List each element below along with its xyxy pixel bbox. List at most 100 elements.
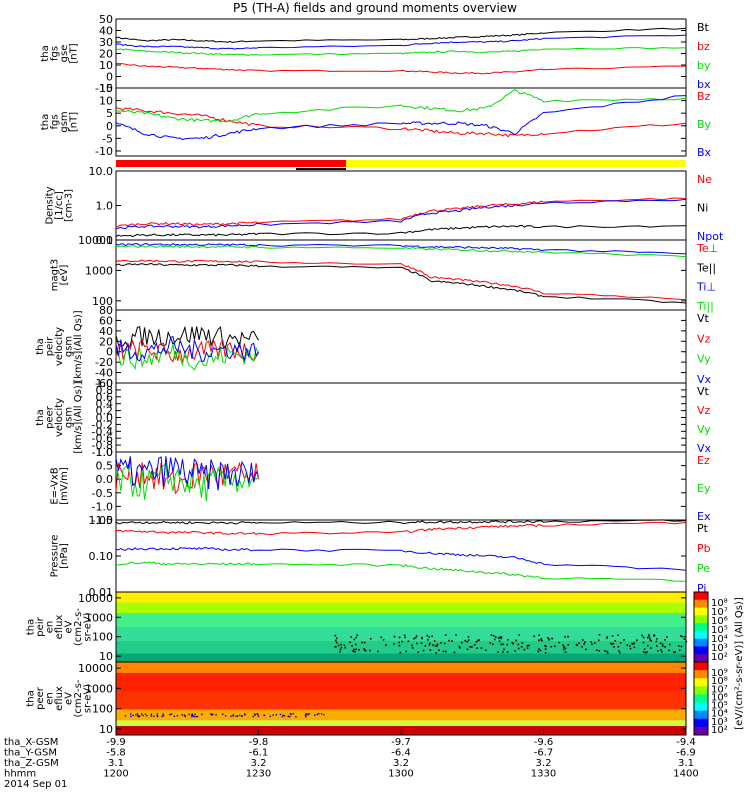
spectrogram-speck bbox=[350, 636, 353, 638]
spectrogram-speck bbox=[132, 714, 134, 717]
spectrogram-speck bbox=[254, 714, 256, 716]
y-axis-label-line: (cm2-s- bbox=[73, 679, 84, 717]
spectrogram-speck bbox=[507, 638, 509, 641]
y-tick-label: 100 bbox=[92, 295, 113, 308]
spectrogram-speck bbox=[653, 634, 656, 636]
y-axis-label-line: velocity bbox=[54, 327, 65, 366]
spectrogram-speck bbox=[612, 642, 614, 645]
spectrogram-speck bbox=[489, 642, 492, 644]
y-tick-label: -10 bbox=[95, 145, 113, 158]
spectrogram-speck bbox=[585, 648, 587, 651]
y-tick-label: 10.0 bbox=[89, 165, 114, 178]
spectrogram-speck bbox=[578, 642, 580, 644]
spectrogram-speck bbox=[548, 638, 550, 641]
y-tick-label: -5 bbox=[102, 132, 113, 145]
spectrogram-speck bbox=[355, 636, 358, 639]
y-tick-label: 10000 bbox=[78, 234, 113, 247]
x-row-value: 1200 bbox=[103, 769, 128, 780]
spectrogram-speck bbox=[438, 649, 440, 652]
series-line-Vy bbox=[115, 343, 259, 371]
spectrogram-speck bbox=[443, 642, 446, 645]
panel-frame bbox=[115, 382, 687, 453]
y-tick-label: -60 bbox=[95, 377, 113, 390]
colorbar-tick-label: 10³ bbox=[711, 643, 728, 654]
spectrogram-speck bbox=[679, 635, 682, 637]
spectrogram-speck bbox=[471, 646, 473, 648]
spectrogram-speck bbox=[411, 647, 414, 649]
y-axis-label-line: [km/s](All Qs)] bbox=[73, 381, 84, 453]
y-tick-label: 5 bbox=[106, 107, 113, 120]
colorbar-segment bbox=[694, 654, 708, 663]
y-axis-label-line: en bbox=[45, 621, 56, 634]
spectrogram-speck bbox=[191, 715, 193, 718]
spectrogram-speck bbox=[498, 640, 501, 642]
plot-title: P5 (TH-A) fields and ground moments over… bbox=[233, 1, 517, 15]
spectrogram-speck bbox=[490, 634, 493, 636]
colorbar-segment bbox=[694, 678, 708, 687]
series-line-Pi bbox=[115, 547, 687, 571]
y-tick-label: 10000 bbox=[78, 592, 113, 605]
y-tick-label: -0.5 bbox=[92, 487, 113, 500]
spectrogram-speck bbox=[428, 644, 431, 646]
spectrogram-speck bbox=[305, 713, 307, 715]
spectrogram-speck bbox=[201, 713, 203, 716]
colorbar-tick-label: 10⁷ bbox=[711, 607, 728, 618]
y-tick-label: 30 bbox=[99, 36, 113, 49]
spectrogram-speck bbox=[192, 715, 194, 717]
spectrogram-speck bbox=[173, 715, 176, 718]
spectrogram-speck bbox=[435, 645, 438, 647]
y-axis-label-line: sr-eV) bbox=[83, 684, 94, 713]
y-tick-label: 0.2 bbox=[96, 405, 114, 418]
spectrogram-speck bbox=[538, 639, 540, 642]
series-line-by bbox=[115, 47, 687, 56]
legend-label-Ne: Ne bbox=[697, 173, 712, 186]
colorbar-segment bbox=[694, 726, 708, 736]
spectrogram-speck bbox=[523, 648, 526, 651]
colorbar-frame bbox=[693, 661, 709, 736]
spectrogram-band bbox=[116, 691, 686, 710]
spectrogram-speck bbox=[678, 645, 680, 647]
spectrogram-speck bbox=[661, 651, 663, 653]
spectrogram-speck bbox=[239, 714, 241, 717]
spectrogram-speck bbox=[253, 713, 256, 715]
colorbar-tick-label: 10⁶ bbox=[711, 692, 728, 703]
spectrogram-speck bbox=[353, 638, 356, 641]
spectrogram-speck bbox=[252, 715, 255, 718]
spectrogram-speck bbox=[436, 643, 439, 646]
spectrogram-speck bbox=[444, 634, 447, 636]
spectrogram-speck bbox=[136, 713, 139, 715]
spectrogram-speck bbox=[440, 641, 442, 644]
spectrogram-speck bbox=[646, 651, 648, 653]
legend-label-Ez: Ez bbox=[697, 454, 710, 467]
y-tick-label: 1.0 bbox=[96, 200, 114, 213]
x-row-value: -6.1 bbox=[249, 748, 269, 759]
spectrogram-speck bbox=[181, 714, 183, 716]
colorbar-segment bbox=[694, 615, 708, 624]
spectrogram-speck bbox=[581, 645, 583, 648]
spectrogram-speck bbox=[506, 643, 509, 646]
x-row-value: 1400 bbox=[673, 769, 698, 780]
y-axis-label-line: peir bbox=[35, 616, 46, 636]
series-line-Ez bbox=[115, 457, 259, 495]
spectrogram-speck bbox=[404, 636, 406, 639]
spectrogram-speck bbox=[339, 651, 341, 653]
spectrogram-speck bbox=[429, 649, 432, 652]
spectrogram-speck bbox=[435, 651, 437, 654]
spectrogram-speck bbox=[138, 715, 140, 717]
spectrogram-speck bbox=[243, 713, 246, 715]
spectrogram-speck bbox=[358, 648, 360, 651]
spectrogram-band bbox=[116, 672, 686, 692]
spectrogram-speck bbox=[287, 715, 289, 718]
x-row-value: -6.9 bbox=[676, 748, 696, 759]
colorbar-segment bbox=[694, 607, 708, 616]
panel-frame bbox=[115, 451, 687, 521]
spectrogram-speck bbox=[290, 713, 292, 716]
spectrogram-speck bbox=[540, 638, 543, 640]
y-axis-label-line: [nPa] bbox=[59, 543, 70, 569]
spectrogram-speck bbox=[618, 650, 620, 652]
spectrogram-speck bbox=[544, 644, 546, 647]
spectrogram-speck bbox=[500, 643, 503, 646]
spectrogram-speck bbox=[150, 715, 152, 717]
x-row-value: -9.7 bbox=[391, 737, 411, 748]
